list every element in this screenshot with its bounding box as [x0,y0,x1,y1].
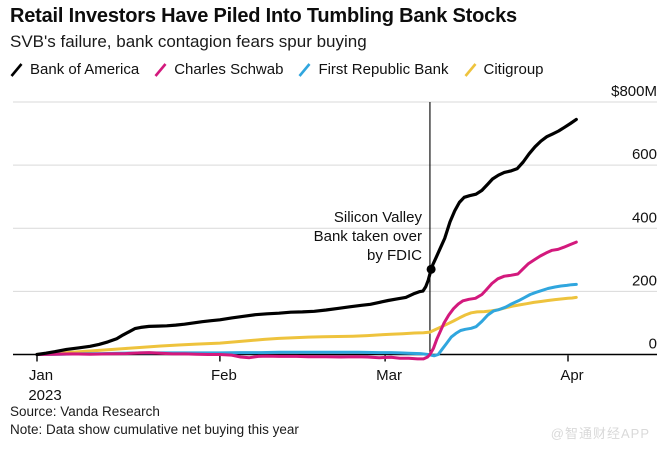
footer: Source: Vanda Research Note: Data show c… [10,403,299,439]
y-tick-label-600: 600 [632,146,657,163]
annotation-line: by FDIC [366,247,422,264]
y-tick-label-800: $800M [611,83,657,100]
x-tick-label-Mar: Mar [376,367,402,384]
watermark: @智通财经APP [550,426,650,441]
annotation-line: Silicon Valley [333,209,422,226]
series-line-citigroup [35,295,578,356]
x-tick-label-Jan: Jan [29,367,53,384]
legend-label: Bank of America [30,61,140,78]
y-tick-label-0: 0 [649,336,657,353]
y-tick-label-400: 400 [632,209,657,226]
legend-item-bank-of-america: Bank of America [10,61,139,78]
legend-label: Charles Schwab [174,61,284,78]
legend-item-charles-schwab: Charles Schwab [154,61,283,78]
data-note: Note: Data show cumulative net buying th… [10,422,299,437]
series-line-bank-of-america [35,117,578,357]
x-tick-label-Feb: Feb [211,367,237,384]
annotation-line: Bank taken over [313,228,422,245]
page-title: Retail Investors Have Piled Into Tumblin… [10,5,517,27]
x-tick-year-label: 2023 [28,387,61,404]
legend-label: Citigroup [483,61,544,78]
series-line-charles-schwab [35,240,578,361]
svb-annotation: Silicon Valley Bank taken over by FDIC [314,208,422,265]
slash-icon [464,62,476,77]
x-tick-label-Apr: Apr [560,367,583,384]
series-line-first-republic-bank [35,282,578,358]
legend-item-first-republic-bank: First Republic Bank [298,61,449,78]
legend: Bank of America Charles Schwab First Rep… [10,61,544,78]
legend-item-citigroup: Citigroup [464,61,544,78]
slash-icon [298,62,311,77]
y-tick-label-200: 200 [632,272,657,289]
chart-subtitle: SVB's failure, bank contagion fears spur… [10,32,367,51]
legend-label: First Republic Bank [318,61,449,78]
slash-icon [154,62,167,77]
source-note: Source: Vanda Research [10,404,160,419]
svb-event-dot [426,264,436,274]
slash-icon [10,62,23,77]
